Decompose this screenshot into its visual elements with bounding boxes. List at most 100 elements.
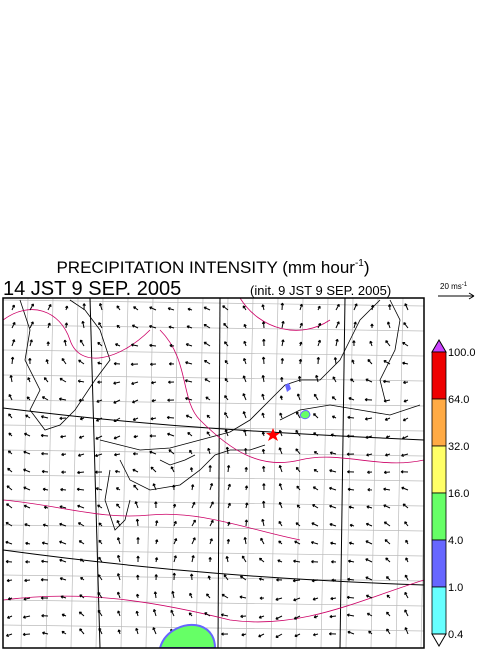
wind-arrow	[370, 304, 375, 311]
precip-area	[285, 383, 291, 392]
wind-arrow	[299, 303, 303, 311]
wind-arrow	[5, 559, 13, 564]
wind-arrow	[94, 453, 103, 458]
coastline	[99, 299, 381, 451]
wind-arrow	[154, 557, 159, 563]
wind-arrow	[29, 339, 33, 347]
wind-arrow	[207, 575, 211, 581]
wind-arrow	[79, 594, 85, 599]
wind-arrow	[346, 452, 355, 456]
wind-arrow	[348, 397, 355, 401]
wind-arrow	[79, 417, 85, 421]
wind-arrow	[243, 429, 247, 437]
wind-arrow	[386, 628, 391, 635]
colorbar-label: 32.0	[448, 441, 469, 453]
wind-arrow	[220, 613, 229, 617]
wind-arrow	[335, 321, 340, 329]
wind-arrow	[61, 613, 67, 617]
wind-arrow	[261, 321, 266, 329]
wind-arrow	[403, 322, 409, 329]
wind-arrow	[258, 633, 265, 638]
grid-line	[3, 574, 424, 582]
wind-arrow	[116, 324, 121, 329]
wind-arrow	[387, 304, 392, 311]
wind-arrow	[136, 555, 140, 563]
wind-arrow	[330, 596, 337, 601]
title-close: )	[364, 258, 370, 277]
wind-arrow	[59, 577, 67, 581]
wind-arrow	[402, 503, 409, 509]
wind-arrow	[7, 467, 13, 473]
wind-arrow	[401, 453, 409, 457]
precip-area	[158, 624, 217, 648]
map-frame	[2, 297, 425, 649]
wind-arrow	[258, 615, 265, 619]
wind-arrow	[79, 628, 85, 635]
wind-arrow	[311, 560, 319, 564]
wind-arrow	[242, 305, 247, 311]
wind-arrow	[330, 433, 337, 437]
wind-arrow	[347, 630, 355, 635]
wind-arrow	[41, 396, 49, 401]
wind-arrow	[61, 470, 67, 474]
wind-arrow	[131, 399, 139, 404]
wind-arrow	[113, 452, 121, 457]
contour	[159, 329, 424, 464]
wind-arrow	[26, 396, 31, 401]
wind-arrow	[64, 322, 69, 329]
wind-arrow	[113, 399, 121, 404]
wind-arrow	[313, 615, 319, 619]
wind-arrow	[116, 537, 121, 545]
wind-arrow	[278, 429, 283, 437]
wind-arrow	[279, 412, 283, 419]
grid-line	[3, 374, 424, 382]
wind-arrow	[261, 518, 265, 527]
wind-arrow	[209, 538, 213, 545]
wind-arrow	[5, 521, 13, 527]
grid-line	[245, 298, 254, 648]
wind-arrow	[95, 487, 103, 491]
coastline	[159, 454, 196, 466]
wind-arrow	[203, 341, 211, 347]
wind-arrow	[329, 614, 337, 619]
wind-arrow	[295, 466, 301, 473]
wind-arrow	[298, 358, 303, 365]
wind-arrow	[261, 356, 266, 365]
wind-arrow	[295, 448, 301, 455]
grid-line	[3, 324, 424, 332]
wind-arrow	[261, 375, 265, 383]
wind-arrow	[41, 614, 49, 618]
grid-line	[320, 298, 329, 648]
wind-arrow	[77, 379, 85, 383]
wind-arrow	[24, 523, 31, 527]
wind-arrow	[131, 381, 139, 386]
wind-arrow	[261, 500, 266, 509]
wind-arrow	[113, 361, 121, 366]
wind-arrow	[28, 357, 32, 365]
map-content	[3, 298, 424, 648]
wind-arrow	[313, 468, 319, 473]
wind-arrow	[79, 558, 85, 563]
wind-arrow	[383, 521, 391, 527]
wind-arrow	[65, 305, 69, 311]
contour	[3, 309, 151, 359]
wind-arrow	[404, 521, 409, 527]
wind-arrow	[277, 559, 283, 563]
wind-arrow	[114, 343, 121, 347]
contours	[3, 298, 424, 623]
wind-arrow	[299, 322, 303, 329]
coastline	[104, 469, 131, 531]
grid-line	[370, 298, 379, 648]
wind-arrow	[7, 597, 13, 601]
wind-arrow	[206, 593, 211, 599]
wind-arrow	[116, 591, 121, 599]
wind-arrow	[242, 357, 247, 365]
wind-arrow	[191, 537, 196, 545]
wind-arrow	[328, 632, 337, 636]
wind-arrow	[317, 339, 322, 347]
grid-line	[3, 524, 424, 532]
wind-arrow	[42, 487, 49, 492]
wind-arrow	[221, 632, 229, 636]
wind-arrow	[187, 307, 193, 311]
wind-arrow	[63, 339, 67, 347]
